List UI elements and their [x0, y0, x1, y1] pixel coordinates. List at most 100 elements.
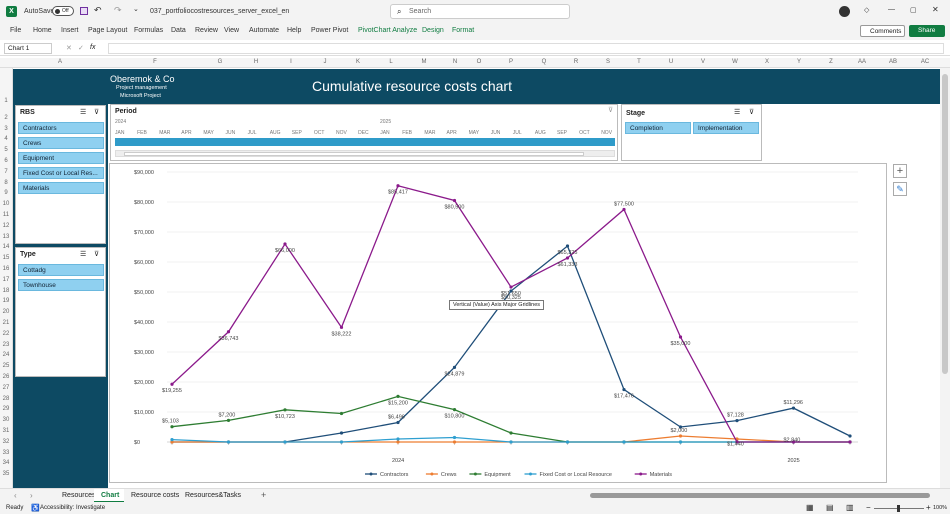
row-header[interactable]: 1 [4, 98, 8, 104]
type-item-cottadg[interactable]: Cottadg [18, 264, 104, 276]
row-header[interactable]: 23 [2, 341, 10, 348]
rbs-item-crews[interactable]: Crews [18, 137, 104, 149]
chart-area[interactable]: $0 $10,000 $20,000 $30,000 $40,000 $50,000 $60… [109, 163, 887, 483]
timeline-month[interactable]: FEB [402, 130, 413, 136]
row-header[interactable]: 4 [4, 136, 8, 143]
redo-icon[interactable]: ↷ [114, 5, 122, 15]
function-icon[interactable]: fx [90, 44, 96, 51]
stage-item-completion[interactable]: Completion [625, 122, 691, 134]
tab-home[interactable]: Home [33, 27, 52, 34]
autosave-toggle[interactable]: Off [52, 6, 74, 16]
timeline-month[interactable]: AUG [534, 130, 546, 136]
vertical-scrollbar[interactable] [940, 68, 950, 488]
zoom-level[interactable]: 100% [933, 505, 948, 511]
stage-slicer[interactable]: Stage ☰ ⊽ Completion Implementation [621, 104, 762, 161]
row-header[interactable]: 3 [4, 125, 8, 132]
rbs-slicer[interactable]: RBS ☰ ⊽ Contractors Crews Equipment Fixe… [15, 105, 106, 244]
multi-select-icon[interactable]: ☰ [80, 109, 87, 116]
column-header[interactable]: AB [888, 59, 897, 65]
share-button[interactable]: Share [909, 25, 945, 37]
column-header[interactable]: H [253, 59, 259, 65]
rbs-item-materials[interactable]: Materials [18, 182, 104, 194]
column-header[interactable]: Q [541, 59, 547, 65]
cancel-icon[interactable]: ✕ [66, 45, 72, 52]
avatar[interactable] [839, 6, 850, 17]
row-header[interactable]: 12 [2, 222, 10, 229]
row-header[interactable]: 30 [2, 417, 10, 424]
column-header[interactable]: Z [829, 59, 833, 65]
comments-button[interactable]: Comments [860, 25, 905, 37]
zoom-out-icon[interactable]: − [866, 503, 871, 512]
file-name[interactable]: 037_portfoliocostresources_server_excel_… [150, 8, 290, 15]
row-header[interactable]: 26 [2, 374, 10, 380]
column-header[interactable]: X [764, 59, 769, 65]
row-header[interactable]: 9 [4, 190, 8, 197]
timeline-month[interactable]: AUG [269, 130, 281, 136]
timeline-month[interactable]: JUL [247, 130, 257, 136]
row-header[interactable]: 32 [2, 438, 10, 445]
column-header[interactable]: G [217, 59, 223, 65]
timeline-scrollbar[interactable] [115, 150, 615, 157]
timeline-month[interactable]: OCT [313, 130, 325, 136]
rbs-item-fixed-cost[interactable]: Fixed Cost or Local Res... [18, 167, 104, 179]
column-header[interactable]: M [421, 59, 427, 65]
row-header[interactable]: 25 [2, 363, 10, 370]
page-layout-view-icon[interactable]: ▤ [826, 503, 834, 512]
sheet-tab-resources-tasks[interactable]: Resources&Tasks [185, 492, 242, 499]
zoom-slider[interactable] [874, 505, 924, 512]
stage-item-implementation[interactable]: Implementation [693, 122, 759, 134]
tab-power-pivot[interactable]: Power Pivot [311, 27, 349, 34]
timeline-month[interactable]: DEC [358, 130, 369, 136]
timeline-month[interactable]: SEP [291, 130, 302, 136]
timeline-month[interactable]: MAY [468, 130, 480, 136]
column-header[interactable]: K [355, 59, 360, 65]
multi-select-icon[interactable]: ☰ [734, 109, 741, 116]
next-sheet-icon[interactable]: › [30, 491, 33, 500]
ribbon-display-icon[interactable]: ◇ [864, 7, 870, 14]
row-header[interactable]: 35 [2, 471, 10, 478]
excel-logo-icon[interactable]: X [6, 6, 17, 17]
page-break-view-icon[interactable]: ▥ [846, 503, 854, 512]
column-header[interactable]: U [668, 59, 674, 65]
column-header[interactable]: S [605, 59, 610, 65]
accessibility-status[interactable]: Accessibility: Investigate [40, 505, 106, 511]
restore-icon[interactable]: ▢ [910, 7, 917, 14]
row-header[interactable]: 27 [2, 384, 10, 391]
column-header[interactable]: O [476, 59, 482, 65]
formula-input[interactable] [108, 43, 944, 54]
chart-svg[interactable]: $0 $10,000 $20,000 $30,000 $40,000 $50,000 $60… [110, 164, 888, 484]
name-box[interactable]: Chart 1 [4, 43, 52, 54]
timeline-month[interactable]: NOV [601, 130, 613, 136]
row-header[interactable]: 11 [2, 212, 10, 218]
type-slicer[interactable]: Type ☰ ⊽ Cottadg Townhouse [15, 247, 106, 377]
timeline-month[interactable]: APR [181, 130, 192, 136]
zoom-in-icon[interactable]: + [926, 503, 931, 512]
timeline-month[interactable]: JUN [490, 130, 501, 136]
row-header[interactable]: 31 [2, 428, 10, 434]
column-header[interactable]: AA [857, 59, 866, 65]
timeline-month[interactable]: APR [446, 130, 457, 136]
clear-filter-icon[interactable]: ⊽ [94, 109, 100, 116]
type-item-townhouse[interactable]: Townhouse [18, 279, 104, 291]
row-header[interactable]: 13 [2, 233, 10, 240]
timeline-month[interactable]: OCT [579, 130, 590, 136]
row-header[interactable]: 2 [4, 114, 8, 121]
row-header[interactable]: 18 [2, 287, 10, 294]
minimize-icon[interactable]: — [888, 6, 895, 13]
tab-automate[interactable]: Automate [249, 27, 279, 34]
timeline-month[interactable]: NOV [336, 130, 347, 136]
tab-view[interactable]: View [224, 27, 240, 34]
tab-format[interactable]: Format [452, 27, 475, 34]
row-header[interactable]: 29 [2, 406, 10, 413]
period-timeline[interactable]: Period ⊽ 2024 2025 JAN FEB MAR APR MAY JUN JUL… [110, 104, 618, 161]
column-header[interactable]: F [153, 59, 157, 65]
column-header[interactable]: P [508, 59, 513, 65]
customize-toolbar-icon[interactable]: ⌄ [133, 6, 139, 13]
row-header[interactable]: 16 [2, 266, 10, 272]
rbs-item-contractors[interactable]: Contractors [18, 122, 104, 134]
column-header[interactable]: J [323, 59, 327, 65]
column-header[interactable]: N [452, 59, 458, 65]
normal-view-icon[interactable]: ▦ [806, 503, 814, 512]
timeline-month[interactable]: MAR [159, 130, 171, 136]
column-header[interactable]: W [732, 59, 738, 65]
